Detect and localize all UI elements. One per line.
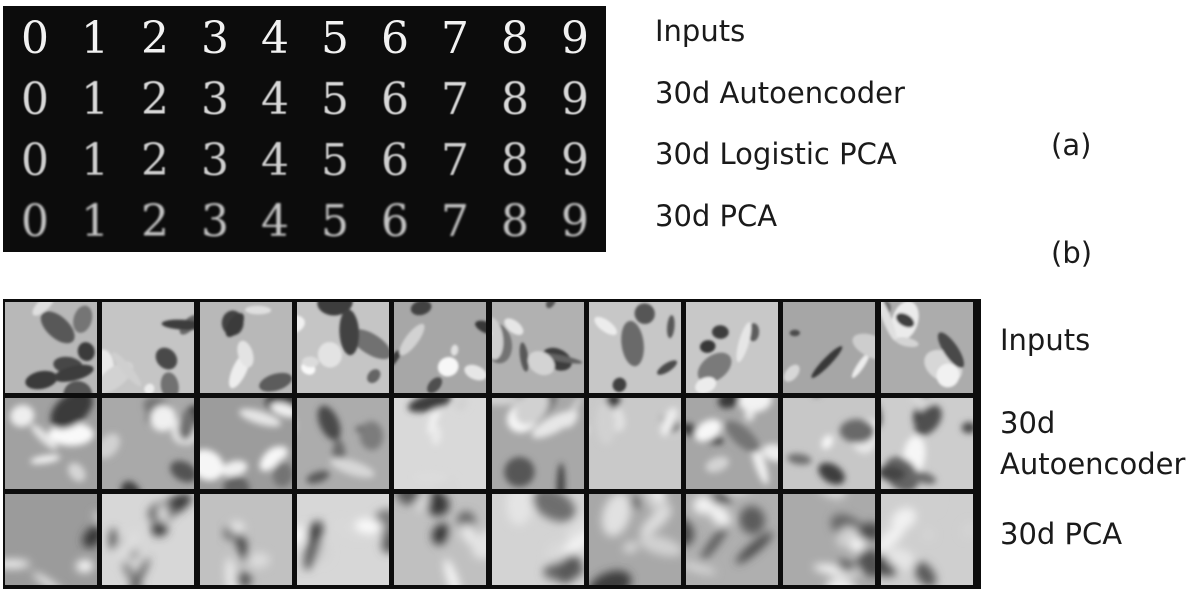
face-patch-input (102, 302, 195, 393)
digit-glyph: 5 (321, 74, 349, 125)
row-label-pca-b: 30d PCA (1000, 517, 1123, 551)
digit-glyph: 6 (381, 196, 409, 247)
panel-tag-b: (b) (1051, 236, 1093, 270)
face-patch-pca (588, 494, 681, 585)
face-patch-input (491, 302, 584, 393)
face-patch-pca (296, 494, 389, 585)
face-patch-input (880, 302, 973, 393)
face-patch-autoencoder (296, 398, 389, 489)
face-patch-autoencoder (686, 398, 779, 489)
face-patch-input (783, 302, 876, 393)
digit-glyph: 5 (321, 196, 349, 247)
digit-glyph: 0 (21, 74, 49, 125)
digit-glyph: 3 (201, 196, 229, 247)
digit-glyph: 9 (561, 13, 589, 64)
digit-glyph: 1 (81, 13, 109, 64)
digit-glyph: 9 (561, 135, 589, 186)
digit-glyph: 8 (501, 74, 529, 125)
digit-glyph: 3 (201, 13, 229, 64)
row-label-autoencoder-a: 30d Autoencoder (655, 76, 905, 110)
face-patch-input (199, 302, 292, 393)
digit-glyph: 7 (441, 196, 469, 247)
face-patch-pca (491, 494, 584, 585)
digit-glyph: 8 (501, 13, 529, 64)
face-patch-autoencoder (102, 398, 195, 489)
face-reconstruction-panel (3, 299, 981, 589)
face-patch-autoencoder (199, 398, 292, 489)
row-label-logistic-pca-a: 30d Logistic PCA (655, 137, 897, 171)
face-patch-pca (686, 494, 779, 585)
digit-glyph: 3 (201, 74, 229, 125)
row-label-autoencoder-b-line1: 30d (1000, 406, 1056, 440)
digit-glyph: 5 (321, 13, 349, 64)
row-label-autoencoder-b-line2: Autoencoder (1000, 447, 1186, 481)
digit-glyph: 6 (381, 135, 409, 186)
digit-glyph: 0 (21, 196, 49, 247)
face-patch-autoencoder (783, 398, 876, 489)
digit-glyph: 1 (81, 196, 109, 247)
face-patch-autoencoder (394, 398, 487, 489)
digit-glyph: 7 (441, 74, 469, 125)
digit-glyph: 7 (441, 13, 469, 64)
digit-glyph: 7 (441, 135, 469, 186)
face-patch-pca (102, 494, 195, 585)
face-patch-autoencoder (491, 398, 584, 489)
panel-tag-a: (a) (1051, 128, 1092, 162)
digit-glyph: 4 (261, 74, 289, 125)
face-patch-input (588, 302, 681, 393)
digit-glyph: 2 (141, 13, 169, 64)
digit-glyph: 8 (501, 135, 529, 186)
digit-glyph: 8 (501, 196, 529, 247)
digit-glyph: 4 (261, 196, 289, 247)
digit-glyph: 0 (21, 13, 49, 64)
digit-glyph: 2 (141, 74, 169, 125)
digit-glyph: 4 (261, 135, 289, 186)
row-label-inputs-a: Inputs (655, 14, 746, 48)
face-patch-autoencoder (5, 398, 97, 489)
digit-glyph: 3 (201, 135, 229, 186)
face-patch-input (296, 302, 389, 393)
row-label-inputs-b: Inputs (1000, 323, 1091, 357)
digit-glyph: 2 (141, 196, 169, 247)
digit-glyph: 2 (141, 135, 169, 186)
digit-glyph: 5 (321, 135, 349, 186)
face-patch-autoencoder (880, 398, 973, 489)
digit-glyph: 6 (381, 74, 409, 125)
face-patch-pca (199, 494, 292, 585)
face-patch-pca (783, 494, 876, 585)
face-patch-pca (394, 494, 487, 585)
face-patch-input (394, 302, 487, 393)
digit-glyph: 9 (561, 74, 589, 125)
digit-glyph: 4 (261, 13, 289, 64)
face-patch-pca (5, 494, 97, 585)
digit-glyph: 0 (21, 135, 49, 186)
digit-glyph: 9 (561, 196, 589, 247)
face-patch-input (5, 302, 97, 393)
digit-glyph: 1 (81, 74, 109, 125)
digit-glyph: 6 (381, 13, 409, 64)
face-patch-autoencoder (588, 398, 681, 489)
digit-glyph: 1 (81, 135, 109, 186)
row-label-pca-a: 30d PCA (655, 199, 778, 233)
face-patch-input (686, 302, 779, 393)
face-patch-pca (880, 494, 973, 585)
